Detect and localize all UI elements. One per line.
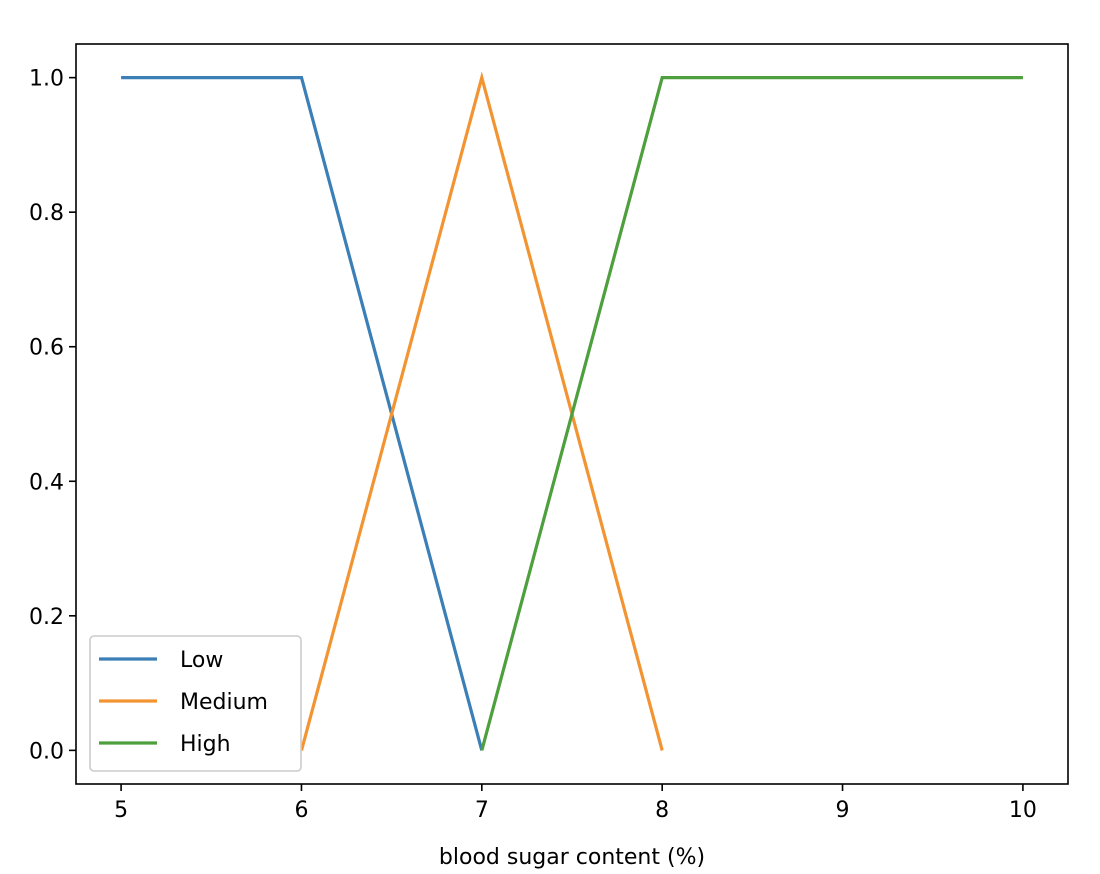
- x-tick-label: 10: [1009, 798, 1037, 823]
- y-tick-label: 0.8: [29, 201, 64, 226]
- y-axis-ticks: 0.0 0.2 0.4 0.6 0.8 1.0: [29, 67, 76, 764]
- y-tick-label: 0.2: [29, 605, 64, 630]
- x-tick-label: 9: [836, 798, 850, 823]
- legend-box: [89, 635, 302, 772]
- series-line-high: [480, 75, 1023, 751]
- y-tick-label: 0.6: [29, 336, 64, 361]
- axes-frame: [75, 43, 1069, 785]
- series-line-low: [121, 75, 484, 751]
- y-tick-label: 0.4: [29, 470, 64, 495]
- legend: Low Medium High: [89, 635, 302, 772]
- x-tick-label: 6: [294, 798, 308, 823]
- legend-label-medium: Medium: [180, 690, 268, 715]
- legend-label-high: High: [180, 732, 231, 757]
- y-tick-label: 1.0: [29, 67, 64, 92]
- series-layer: [121, 71, 1023, 751]
- x-tick-label: 7: [475, 798, 489, 823]
- legend-label-low: Low: [180, 648, 223, 673]
- x-axis-label: blood sugar content (%): [439, 845, 705, 870]
- x-tick-label: 5: [114, 798, 128, 823]
- series-line-medium: [299, 71, 664, 751]
- x-tick-label: 8: [655, 798, 669, 823]
- x-axis-ticks: 5 6 7 8 9 10: [114, 784, 1037, 823]
- y-tick-label: 0.0: [29, 739, 64, 764]
